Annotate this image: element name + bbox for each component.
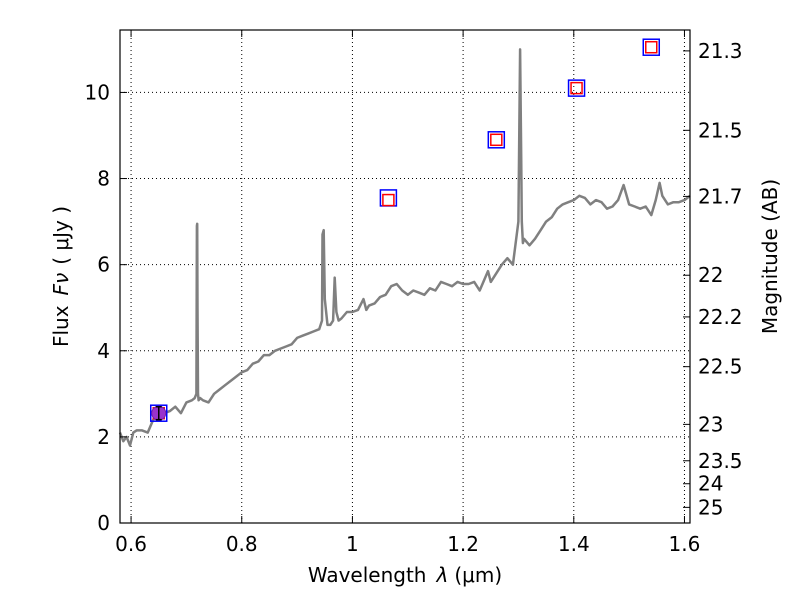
y-tick-label: 2 — [97, 425, 110, 449]
y-tick-label: 10 — [85, 80, 110, 104]
y2-tick-label: 24 — [698, 472, 723, 496]
photometry-inner-marker — [645, 40, 658, 54]
y2-tick-label: 21.3 — [698, 39, 743, 63]
photometry-inner-marker — [490, 133, 503, 147]
plot-frame — [119, 29, 691, 524]
photometry-outer-marker — [567, 79, 586, 97]
photometry-inner-marker — [570, 81, 583, 95]
spectrum-line — [118, 48, 691, 447]
photometry-outer-marker — [642, 38, 661, 56]
photometry-inner-marker — [382, 193, 395, 207]
y-tick-label: 4 — [97, 339, 110, 363]
y2-tick-label: 23.5 — [698, 449, 743, 473]
y2-tick-label: 22 — [698, 263, 723, 287]
y2-tick-label: 22.5 — [698, 355, 743, 379]
y2-tick-label: 23 — [698, 412, 723, 436]
y2-axis-label: Magnitude (AB) — [758, 179, 782, 334]
y-tick-label: 0 — [97, 511, 110, 535]
y-tick-label: 6 — [97, 253, 110, 277]
y2-tick-label: 21.5 — [698, 118, 743, 142]
y2-tick-label: 21.7 — [698, 184, 743, 208]
x-tick-label: 1.6 — [669, 532, 701, 556]
photometry-outer-marker — [149, 404, 168, 422]
x-tick-label: 0.6 — [115, 532, 147, 556]
y2-tick-label: 25 — [698, 495, 723, 519]
x-tick-label: 0.8 — [226, 532, 258, 556]
x-tick-label: 1.2 — [447, 532, 479, 556]
x-axis-label: Wavelength λ (μm) — [308, 563, 502, 587]
y-tick-label: 8 — [97, 167, 110, 191]
x-tick-label: 1.4 — [558, 532, 590, 556]
y2-tick-label: 22.2 — [698, 305, 743, 329]
tick-layer: 0.6 0.8 1 1.2 1.4 1.6024681021.321.521.72222.… — [85, 30, 743, 556]
photometry-outer-marker — [487, 131, 506, 149]
series-layer — [118, 38, 691, 447]
x-tick-label: 1 — [346, 532, 359, 556]
grid-layer — [120, 30, 690, 524]
y-axis-label: FluxFν( μJy ) — [49, 206, 73, 347]
